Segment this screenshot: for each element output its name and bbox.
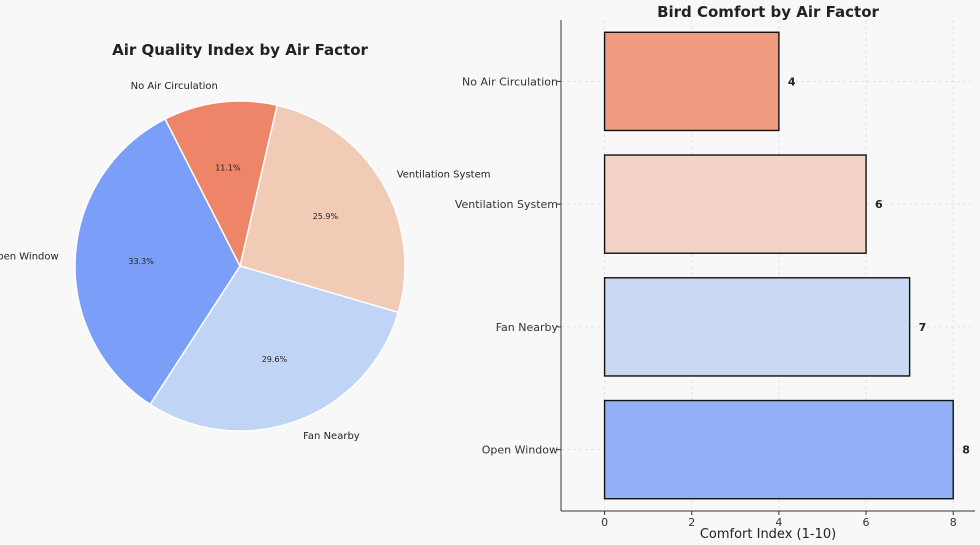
pie-category-label: Ventilation System	[397, 169, 491, 180]
x-tick-label: 6	[863, 516, 870, 529]
bar-value-label: 8	[962, 444, 970, 457]
x-tick-label: 4	[775, 516, 782, 529]
pie-slices	[74, 100, 406, 432]
pie-category-label: Open Window	[0, 252, 59, 263]
bar	[603, 277, 911, 377]
bar-chart: Bird Comfort by Air Factor 8 7 6 4 0 2 4 6 8 Ope…	[455, 3, 975, 542]
pie-title: Air Quality Index by Air Factor	[112, 41, 368, 59]
y-tick-label: Ventilation System	[455, 198, 558, 211]
bar	[603, 154, 867, 254]
pie-slice	[149, 265, 400, 432]
pie-percent-label: 33.3%	[128, 257, 154, 266]
y-tick-label: No Air Circulation	[462, 75, 558, 88]
bar-title: Bird Comfort by Air Factor	[657, 3, 879, 21]
x-tick-label: 2	[688, 516, 695, 529]
bar-marks: 8 7 6 4	[603, 31, 970, 500]
y-tick-label: Fan Nearby	[496, 321, 559, 334]
pie-slice	[164, 100, 279, 269]
bar-value-label: 4	[788, 75, 796, 88]
pie-category-label: Fan Nearby	[303, 431, 360, 442]
bar-value-label: 6	[875, 198, 883, 211]
bar	[603, 31, 780, 132]
bar	[603, 399, 954, 500]
pie-labels: 25.9% Ventilation System 29.6% Fan Nearby 33…	[0, 81, 490, 442]
pie-percent-label: 29.6%	[262, 355, 288, 364]
bar-xlabel: Comfort Index (1-10)	[700, 527, 836, 542]
pie-category-label: No Air Circulation	[131, 81, 218, 92]
y-tick-label: Open Window	[482, 444, 558, 457]
x-tick-label: 0	[601, 516, 608, 529]
pie-percent-label: 25.9%	[313, 212, 339, 221]
bar-ticks: 0 2 4 6 8 Open Window Fan Nearby Ventilation Sy…	[455, 75, 957, 529]
pie-chart: Air Quality Index by Air Factor 25.9% Ven…	[0, 41, 490, 442]
x-tick-label: 8	[950, 516, 957, 529]
bar-value-label: 7	[919, 321, 927, 334]
pie-slice	[239, 104, 406, 314]
pie-percent-label: 11.1%	[215, 164, 241, 173]
pie-slice	[74, 117, 241, 406]
